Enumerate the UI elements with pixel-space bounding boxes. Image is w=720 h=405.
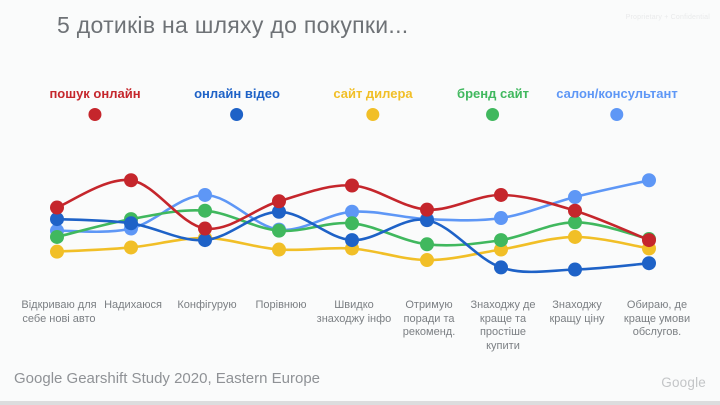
data-point xyxy=(50,229,64,244)
data-point xyxy=(642,173,656,188)
data-point xyxy=(642,256,656,271)
data-point xyxy=(494,260,508,275)
x-axis-label-9: Обираю, де краще умови обслугов. xyxy=(623,299,691,338)
legend-item-2: онлайн відео xyxy=(194,86,280,126)
data-point xyxy=(568,190,582,205)
data-point xyxy=(272,242,286,257)
data-point xyxy=(494,187,508,202)
data-point xyxy=(50,244,64,259)
legend-dot-icon xyxy=(88,108,102,121)
data-point xyxy=(198,233,212,248)
data-point xyxy=(272,194,286,209)
proprietary-note: Proprietary + Confidential xyxy=(625,14,710,21)
data-point xyxy=(345,216,359,231)
touchpoint-line-chart xyxy=(50,173,656,277)
data-point xyxy=(568,203,582,218)
data-point xyxy=(642,233,656,248)
series-0 xyxy=(50,173,656,248)
series-1 xyxy=(50,204,656,277)
data-point xyxy=(494,233,508,248)
data-point xyxy=(420,253,434,268)
data-point xyxy=(494,211,508,226)
legend-label: салон/консультант xyxy=(556,86,678,101)
x-axis-label-2: Надихаюся xyxy=(104,299,162,311)
data-point xyxy=(50,200,64,215)
x-axis-label-8: Знаходжу кращу ціну xyxy=(549,299,605,325)
data-point xyxy=(345,233,359,248)
data-point xyxy=(124,216,138,231)
data-point xyxy=(124,240,138,255)
x-axis-labels: Відкриваю для себе нові авто Надихаюся Кон… xyxy=(0,299,720,365)
data-point xyxy=(420,213,434,228)
chart-legend: пошук онлайн онлайн відео сайт дилера бренд… xyxy=(0,86,720,130)
legend-label: пошук онлайн xyxy=(49,86,141,101)
data-point xyxy=(345,204,359,219)
data-point xyxy=(124,173,138,188)
data-point xyxy=(420,237,434,252)
legend-item-4: бренд сайт xyxy=(457,86,529,126)
legend-item-1: пошук онлайн xyxy=(49,86,141,126)
data-point xyxy=(272,223,286,238)
slide-title: 5 дотиків на шляху до покупки... xyxy=(57,12,409,38)
data-point xyxy=(568,215,582,230)
x-axis-label-1: Відкриваю для себе нові авто xyxy=(21,299,97,325)
x-axis-label-5: Швидко знаходжу інфо xyxy=(316,299,392,325)
google-logo: Google xyxy=(661,375,706,390)
legend-label: сайт дилера xyxy=(333,86,413,101)
data-point xyxy=(568,229,582,244)
data-point xyxy=(568,262,582,277)
data-point xyxy=(50,212,64,227)
x-axis-label-6: Отримую поради та рекоменд. xyxy=(402,299,456,338)
x-axis-label-3: Конфігурую xyxy=(177,299,237,311)
data-point xyxy=(420,202,434,217)
x-axis-label-4: Порівнюю xyxy=(255,299,307,311)
legend-dot-icon xyxy=(486,108,500,121)
legend-dot-icon xyxy=(610,108,624,121)
x-axis-label-7: Знаходжу де краще та простіше купити xyxy=(470,299,536,352)
bottom-edge xyxy=(0,401,720,405)
legend-item-5: салон/консультант xyxy=(556,86,678,126)
source-note: Google Gearshift Study 2020, Eastern Eur… xyxy=(14,370,321,387)
legend-dot-icon xyxy=(230,108,244,121)
data-point xyxy=(272,204,286,219)
data-point xyxy=(198,203,212,218)
legend-item-3: сайт дилера xyxy=(333,86,413,126)
data-point xyxy=(345,178,359,193)
legend-label: бренд сайт xyxy=(457,86,529,101)
data-point xyxy=(198,187,212,202)
data-point xyxy=(198,221,212,236)
legend-dot-icon xyxy=(366,108,380,121)
legend-label: онлайн відео xyxy=(194,86,280,101)
